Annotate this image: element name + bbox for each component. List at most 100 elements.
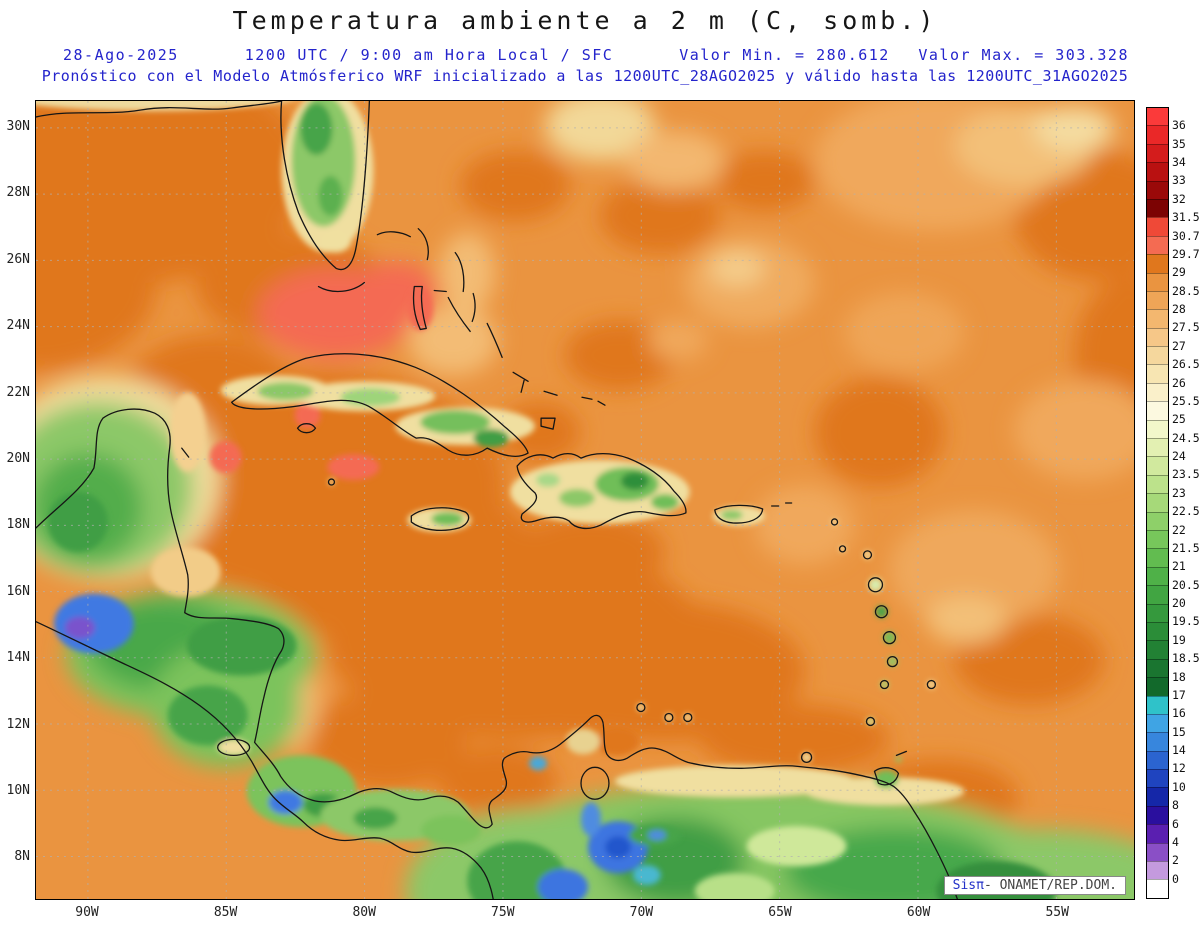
colorbar-cell: [1147, 787, 1168, 806]
colorbar-cell: [1147, 769, 1168, 788]
colorbar-cell: [1147, 217, 1168, 236]
colorbar-cell: [1147, 254, 1168, 273]
colorbar-cell: [1147, 456, 1168, 475]
colorbar-cell: [1147, 108, 1168, 126]
colorbar-tick-label: 26: [1172, 375, 1186, 390]
lat-tick-label: 28N: [6, 185, 30, 201]
colorbar-cell: [1147, 382, 1168, 402]
colorbar-cell: [1147, 309, 1168, 328]
colorbar-cell: [1147, 621, 1168, 641]
colorbar-tick-label: 30.7: [1172, 228, 1200, 243]
lat-tick-label: 22N: [6, 384, 30, 400]
colorbar-tick-label: 27: [1172, 338, 1186, 353]
colorbar-cell: [1147, 548, 1168, 567]
lon-tick-label: 55W: [1045, 905, 1069, 920]
lon-tick-label: 85W: [213, 905, 238, 920]
lat-tick-label: 8N: [14, 849, 30, 865]
colorbar-tick-label: 20.5: [1172, 577, 1200, 592]
lon-tick-label: 80W: [352, 905, 376, 920]
colorbar-tick-label: 25.5: [1172, 393, 1200, 408]
lat-tick-label: 30N: [6, 119, 30, 134]
colorbar-tick-label: 23: [1172, 485, 1186, 500]
colorbar-tick-label: 25: [1172, 412, 1186, 427]
colorbar-cell: [1147, 346, 1168, 365]
lat-tick-label: 24N: [6, 318, 30, 334]
colorbar-tick-label: 10: [1172, 779, 1186, 794]
colorbar-tick-label: 16: [1172, 706, 1186, 721]
colorbar-cell: [1147, 824, 1168, 843]
colorbar-tick-label: 0: [1172, 871, 1179, 886]
time-info: 1200 UTC / 9:00 am Hora Local / SFC: [244, 46, 614, 64]
colorbar-cell: [1147, 529, 1168, 549]
colorbar-tick-label: 33: [1172, 173, 1186, 188]
colorbar-cell: [1147, 585, 1168, 604]
lat-tick-label: 18N: [6, 517, 30, 533]
attribution-brand: Sisπ: [952, 878, 984, 893]
map-frame: Sisπ- ONAMET/REP.DOM.: [35, 100, 1135, 900]
colorbar-tick-label: 19: [1172, 632, 1186, 647]
lat-tick-label: 10N: [6, 783, 30, 798]
colorbar-tick-label: 6: [1172, 816, 1179, 831]
colorbar-tick-label: 27.5: [1172, 320, 1200, 335]
colorbar-cell: [1147, 511, 1168, 530]
colorbar-cell: [1147, 290, 1168, 310]
colorbar-cell: [1147, 143, 1168, 163]
colorbar-tick-label: 28: [1172, 302, 1186, 317]
colorbar-cell: [1147, 125, 1168, 144]
colorbar-tick-label: 17: [1172, 687, 1186, 702]
colorbar-tick-label: 22.5: [1172, 504, 1200, 519]
colorbar-cell: [1147, 695, 1168, 714]
colorbar-tick-label: 32: [1172, 191, 1186, 206]
lat-tick-label: 14N: [6, 650, 30, 666]
colorbar-cell: [1147, 474, 1168, 494]
colorbar-tick-label: 29.7: [1172, 246, 1200, 261]
colorbar-tick-label: 36: [1172, 118, 1186, 133]
forecast-description: Pronóstico con el Modelo Atmósferico WRF…: [41, 67, 1129, 85]
colorbar-tick-label: 20: [1172, 596, 1186, 611]
temperature-map: [36, 101, 1134, 899]
colorbar-cell: [1147, 327, 1168, 347]
lat-tick-label: 26N: [6, 251, 30, 267]
lon-tick-label: 65W: [768, 905, 792, 920]
colorbar-tick-label: 18.5: [1172, 651, 1200, 666]
colorbar-tick-label: 4: [1172, 834, 1179, 849]
lon-tick-label: 70W: [629, 905, 654, 920]
colorbar-cell: [1147, 640, 1168, 659]
colorbar-cell: [1147, 180, 1168, 199]
colorbar-tick-label: 15: [1172, 724, 1186, 739]
colorbar-tick-label: 18: [1172, 669, 1186, 684]
colorbar-tick-label: 19.5: [1172, 614, 1200, 629]
colorbar-cell: [1147, 493, 1168, 512]
colorbar-cell: [1147, 401, 1168, 420]
run-date: 28-Ago-2025: [63, 46, 179, 64]
colorbar-tick-label: 24: [1172, 449, 1186, 464]
attribution-text: - ONAMET/REP.DOM.: [983, 878, 1117, 893]
colorbar-cell: [1147, 419, 1168, 439]
colorbar-tick-label: 34: [1172, 155, 1186, 170]
colorbar-cell: [1147, 272, 1168, 291]
colorbar-tick-label: 24.5: [1172, 430, 1200, 445]
lon-tick-label: 75W: [491, 905, 515, 920]
colorbar-tick-label: 29: [1172, 265, 1186, 280]
colorbar-cell: [1147, 805, 1168, 825]
colorbar-cell: [1147, 438, 1168, 457]
colorbar-cell: [1147, 861, 1168, 880]
colorbar-cell: [1147, 603, 1168, 622]
colorbar-cell: [1147, 750, 1168, 770]
colorbar-tick-label: 2: [1172, 853, 1179, 868]
lat-tick-label: 16N: [6, 583, 30, 599]
coastlines: [36, 101, 958, 899]
colorbar: [1146, 107, 1169, 899]
lon-tick-label: 90W: [75, 905, 99, 920]
colorbar-cell: [1147, 162, 1168, 181]
colorbar-cell: [1147, 658, 1168, 678]
colorbar-tick-label: 12: [1172, 761, 1186, 776]
lon-tick-label: 60W: [906, 905, 931, 920]
page-title: Temperatura ambiente a 2 m (C, somb.): [232, 6, 938, 35]
colorbar-tick-label: 21: [1172, 559, 1186, 574]
colorbar-tick-label: 21.5: [1172, 540, 1200, 555]
colorbar-cell: [1147, 879, 1168, 898]
valor-max: Valor Max. = 303.328: [918, 46, 1129, 64]
colorbar-cell: [1147, 235, 1168, 255]
